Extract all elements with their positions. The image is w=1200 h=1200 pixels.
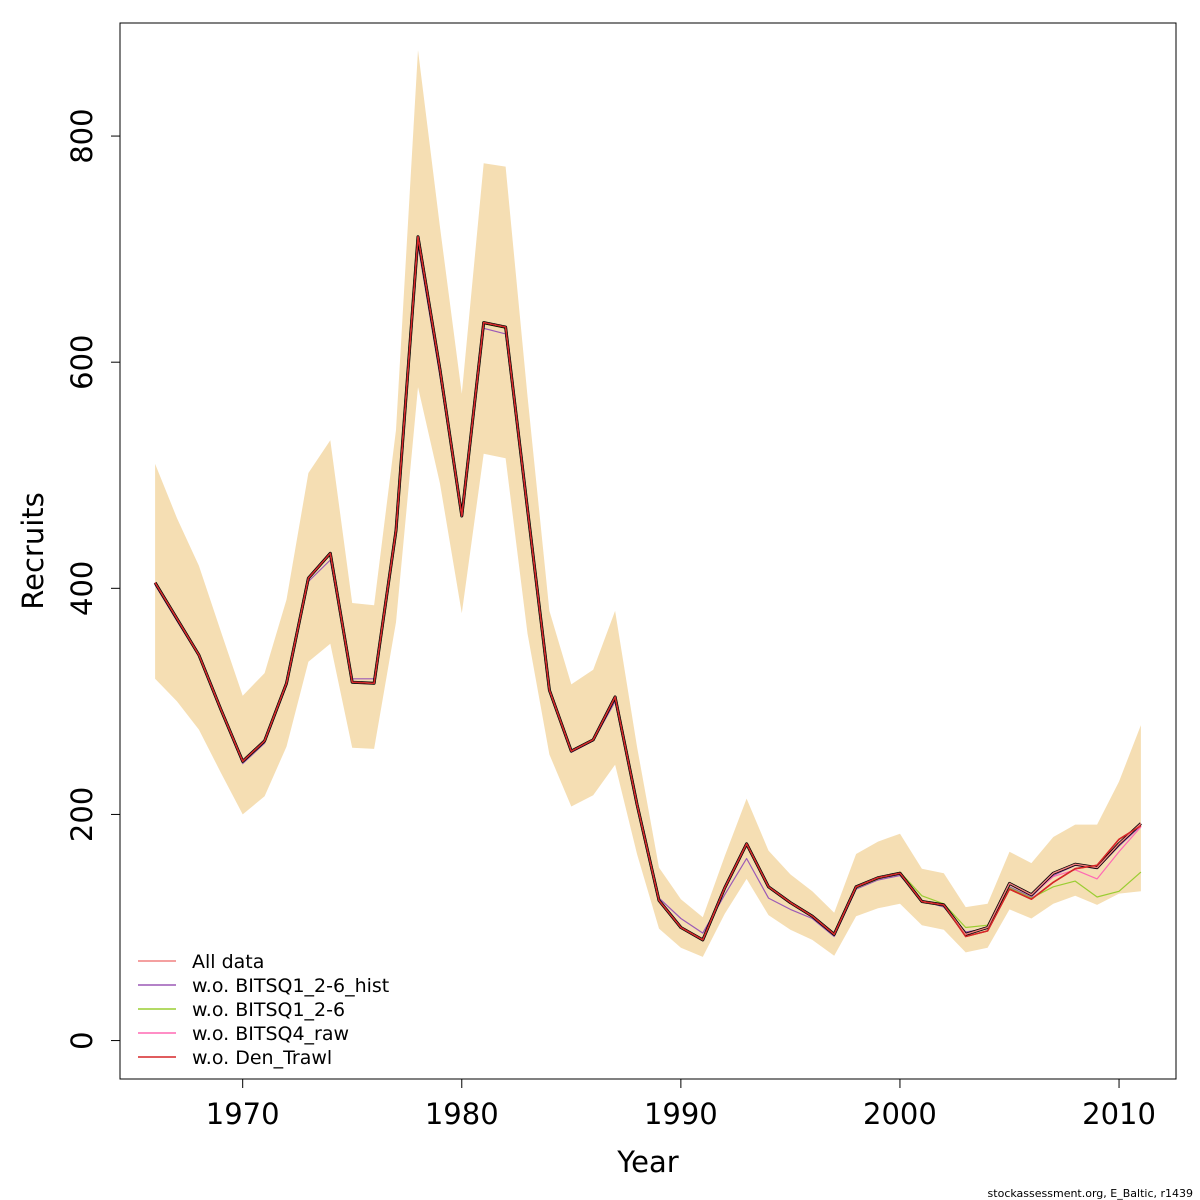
y-axis-label: Recruits xyxy=(16,492,50,609)
plot-frame xyxy=(119,22,1177,1080)
legend-label: All data xyxy=(192,951,264,973)
legend-label: w.o. BITSQ4_raw xyxy=(192,1023,349,1045)
confidence-band xyxy=(155,50,1141,957)
x-tick-label: 1980 xyxy=(425,1097,499,1131)
x-axis: 1970 1980 1990 2000 2010 xyxy=(206,1079,1156,1131)
x-tick-label: 1990 xyxy=(644,1097,718,1131)
y-tick-label: 600 xyxy=(65,335,99,390)
x-tick-label: 2010 xyxy=(1082,1097,1156,1131)
y-tick-label: 200 xyxy=(65,787,99,842)
legend-label: w.o. BITSQ1_2-6 xyxy=(192,999,345,1021)
y-tick-label: 400 xyxy=(65,561,99,616)
x-tick-label: 1970 xyxy=(206,1097,280,1131)
legend-label: w.o. BITSQ1_2-6_hist xyxy=(192,975,389,997)
legend-label: w.o. Den_Trawl xyxy=(192,1047,332,1069)
x-tick-label: 2000 xyxy=(863,1097,937,1131)
footer-credit: stockassessment.org, E_Baltic, r1439 xyxy=(988,1187,1193,1200)
x-axis-label: Year xyxy=(616,1145,678,1179)
series-line-overlay-5 xyxy=(154,235,1142,941)
main-estimate-layer xyxy=(153,235,1142,942)
y-axis: 0 200 400 600 800 xyxy=(65,108,120,1050)
confidence-band-layer xyxy=(155,50,1141,957)
y-tick-label: 800 xyxy=(65,108,99,163)
y-tick-label: 0 xyxy=(65,1031,99,1049)
